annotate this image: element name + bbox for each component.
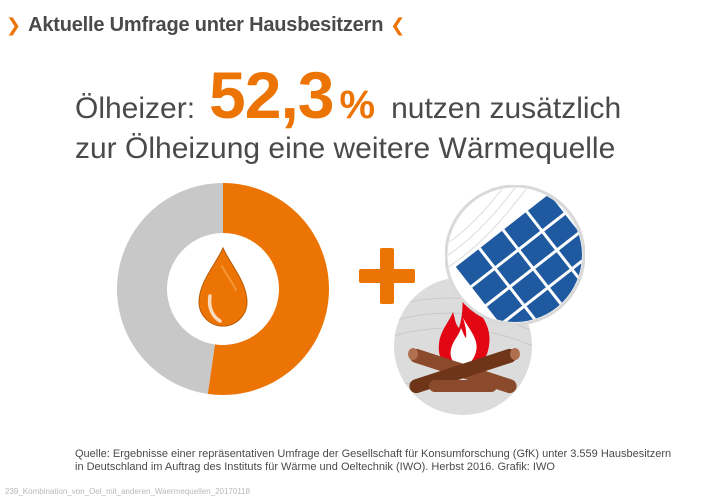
file-name: 239_Kombination_von_Oel_mit_anderen_Waer…	[5, 487, 251, 496]
headline-line-1: Ölheizer: 52,3 % nutzen zusätzlich	[75, 62, 695, 128]
donut-slices	[117, 183, 330, 395]
oil-drop-icon	[198, 246, 248, 327]
firewood	[408, 348, 520, 394]
source-line-1: Quelle: Ergebnisse einer repräsentativen…	[75, 448, 672, 460]
headline: Ölheizer: 52,3 % nutzen zusätzlich zur Ö…	[75, 62, 695, 166]
source-line-2: in Deutschland im Auftrag des Instituts …	[75, 461, 555, 473]
plus-icon	[359, 248, 415, 304]
header: ❯ Aktuelle Umfrage unter Hausbesitzern ❮	[6, 12, 405, 38]
source-note: Quelle: Ergebnisse einer repräsentativen…	[75, 448, 695, 474]
headline-rest: nutzen zusätzlich	[391, 92, 622, 125]
headline-line-2: zur Ölheizung eine weitere Wärmequelle	[75, 132, 616, 165]
header-title: Aktuelle Umfrage unter Hausbesitzern	[28, 13, 384, 36]
headline-number: 52,3	[209, 58, 334, 132]
chevron-left-icon: ❮	[390, 15, 406, 35]
chevron-right-icon: ❯	[6, 15, 22, 35]
donut-slice-1	[117, 183, 223, 394]
donut-chart	[117, 183, 330, 395]
donut-slice-0	[207, 183, 330, 395]
solar-panel-icon	[445, 185, 585, 325]
headline-unit: %	[339, 83, 376, 127]
headline-prefix: Ölheizer:	[75, 92, 196, 125]
